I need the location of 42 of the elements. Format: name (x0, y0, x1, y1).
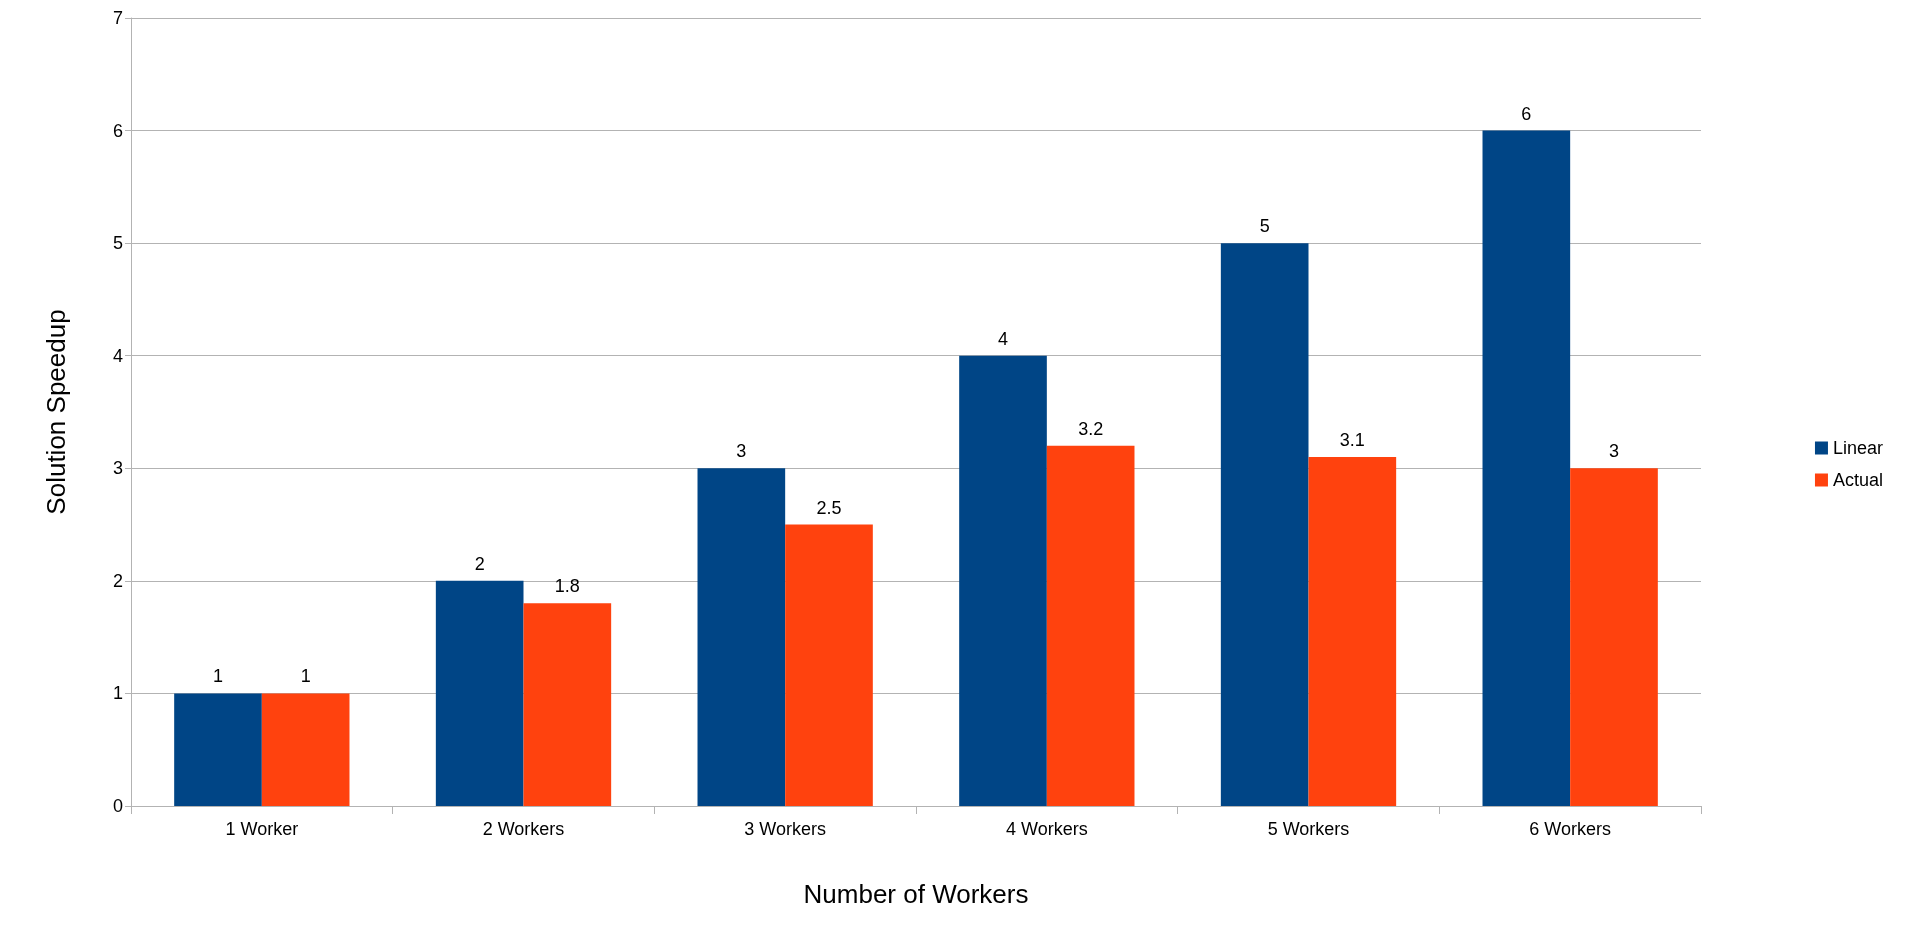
x-tick-label: 3 Workers (744, 819, 827, 839)
x-tick-label: 6 Workers (1529, 819, 1612, 839)
bar (261, 693, 350, 806)
data-label: 3 (736, 441, 747, 462)
data-label: 3.1 (1339, 430, 1365, 451)
bar (1308, 457, 1397, 806)
data-label: 3.2 (1078, 418, 1104, 439)
data-label: 4 (998, 328, 1009, 349)
data-label: 1.8 (554, 576, 580, 597)
bar (1046, 445, 1135, 806)
x-tick-label: 2 Workers (482, 819, 565, 839)
legend-label: Actual (1832, 470, 1883, 490)
bar (1482, 130, 1571, 806)
data-label: 1 (300, 666, 311, 687)
bar (1220, 243, 1309, 806)
bar (1570, 468, 1658, 806)
bar (785, 524, 873, 806)
x-tick-label: 1 Worker (225, 819, 299, 839)
y-tick-label: 7 (112, 8, 123, 28)
bar (435, 580, 524, 806)
bar (697, 468, 786, 806)
y-tick-label: 2 (112, 570, 123, 591)
data-label: 2.5 (816, 497, 842, 518)
data-label: 1 (213, 666, 224, 687)
x-tick-label: 4 Workers (1005, 819, 1088, 839)
y-axis-title: Solution Speedup (41, 309, 71, 515)
x-tick-label: 5 Workers (1267, 819, 1350, 839)
bar (523, 603, 612, 806)
data-label: 6 (1521, 103, 1532, 124)
legend-label: Linear (1832, 438, 1884, 458)
y-tick-label: 0 (112, 796, 123, 816)
bar (959, 355, 1047, 806)
data-label: 2 (474, 553, 485, 574)
y-tick-label: 4 (112, 345, 123, 366)
y-tick-label: 3 (112, 458, 123, 479)
bar (174, 693, 262, 806)
y-tick-label: 5 (112, 233, 123, 254)
data-label: 3 (1608, 441, 1619, 462)
y-tick-label: 1 (112, 683, 123, 704)
data-label: 5 (1259, 216, 1270, 237)
y-tick-label: 6 (112, 120, 123, 141)
x-axis-title: Number of Workers (803, 879, 1029, 909)
